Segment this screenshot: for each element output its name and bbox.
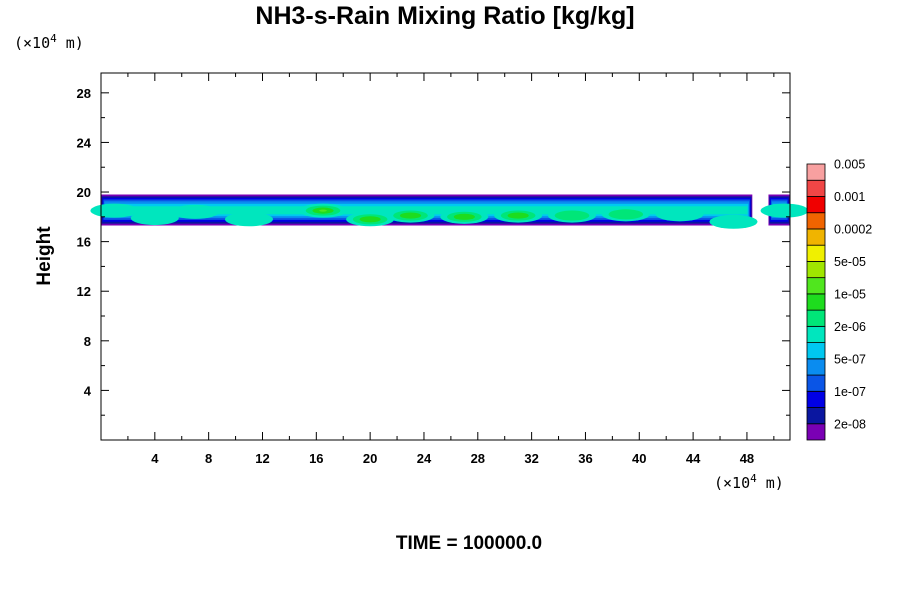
colorbar: 2e-08 1e-07 5e-07 2e-06 1e-05 5e-05 0.0002 0.00… xyxy=(806,158,872,441)
colorbar-swatch xyxy=(806,325,826,343)
colorbar-label: 5e-05 xyxy=(834,255,866,269)
cloud-core xyxy=(655,207,704,222)
x-unit-exp: 4 xyxy=(750,472,757,485)
x-tick-label: 44 xyxy=(686,451,701,466)
colorbar-label: 0.0002 xyxy=(834,222,872,236)
colorbar-swatch xyxy=(806,423,826,441)
colorbar-swatch xyxy=(806,277,826,295)
chart-title: NH3-s-Rain Mixing Ratio [kg/kg] xyxy=(255,2,634,30)
plot-area xyxy=(90,194,809,229)
x-tick-label: 20 xyxy=(363,451,377,466)
y-tick-label: 4 xyxy=(84,383,92,398)
cloud-core xyxy=(90,203,139,218)
cloud-core xyxy=(453,213,475,220)
x-unit-prefix: (×10 xyxy=(714,474,750,492)
cloud-core xyxy=(359,216,381,223)
colorbar-label: 2e-08 xyxy=(834,417,866,431)
y-unit-suffix: m) xyxy=(57,34,84,52)
colorbar-swatch xyxy=(806,212,826,230)
y-unit-exp: 4 xyxy=(50,32,57,45)
colorbar-swatch xyxy=(806,163,826,181)
x-tick-label: 24 xyxy=(417,451,432,466)
colorbar-label: 0.005 xyxy=(834,158,865,172)
colorbar-swatch xyxy=(806,244,826,262)
colorbar-swatch xyxy=(806,196,826,214)
cloud-core xyxy=(709,214,758,229)
svg-text:(×104 m): (×104 m) xyxy=(714,472,784,492)
x-tick-label: 16 xyxy=(309,451,323,466)
colorbar-swatch xyxy=(806,309,826,327)
colorbar-swatch xyxy=(806,179,826,197)
cloud-core xyxy=(171,204,220,219)
x-tick-label: 32 xyxy=(524,451,538,466)
y-unit-prefix: (×10 xyxy=(14,34,50,52)
x-unit-suffix: m) xyxy=(757,474,784,492)
colorbar-swatch xyxy=(806,358,826,376)
cloud-core xyxy=(399,212,422,219)
x-tick-label: 48 xyxy=(740,451,754,466)
y-tick-label: 8 xyxy=(84,334,91,349)
colorbar-swatch xyxy=(806,374,826,392)
x-tick-label: 12 xyxy=(255,451,269,466)
y-tick-label: 12 xyxy=(77,284,91,299)
svg-text:(×104 m): (×104 m) xyxy=(14,32,84,52)
cloud-core xyxy=(554,210,590,221)
x-unit-label: (×104 m) xyxy=(714,472,784,492)
colorbar-swatch xyxy=(806,407,826,425)
colorbar-swatch xyxy=(806,261,826,279)
x-tick-label: 28 xyxy=(471,451,485,466)
colorbar-label: 1e-05 xyxy=(834,287,866,301)
x-tick-label: 36 xyxy=(578,451,592,466)
x-tick-label: 40 xyxy=(632,451,646,466)
cloud-core xyxy=(225,212,274,227)
cloud-core xyxy=(760,203,809,218)
y-axis-label: Height xyxy=(34,226,55,286)
y-tick-label: 24 xyxy=(77,135,92,150)
cloud-core xyxy=(319,209,327,212)
x-tick-label: 4 xyxy=(151,451,159,466)
colorbar-swatch xyxy=(806,228,826,246)
cloud-band xyxy=(105,206,748,215)
x-tick-label: 8 xyxy=(205,451,212,466)
colorbar-label: 0.001 xyxy=(834,190,865,204)
colorbar-swatch xyxy=(806,342,826,360)
colorbar-label: 2e-06 xyxy=(834,320,866,334)
y-unit-label: (×104 m) xyxy=(14,32,84,52)
time-label: TIME = 100000.0 xyxy=(396,533,542,554)
colorbar-label: 1e-07 xyxy=(834,385,866,399)
y-tick-label: 20 xyxy=(77,185,91,200)
y-tick-label: 28 xyxy=(77,86,91,101)
cloud-core xyxy=(130,211,179,226)
colorbar-swatch xyxy=(806,390,826,408)
y-tick-label: 16 xyxy=(77,235,91,250)
colorbar-label: 5e-07 xyxy=(834,352,866,366)
plot-frame xyxy=(100,72,791,441)
colorbar-swatch xyxy=(806,293,826,311)
cloud-core xyxy=(608,209,644,220)
cloud-core xyxy=(507,212,529,219)
